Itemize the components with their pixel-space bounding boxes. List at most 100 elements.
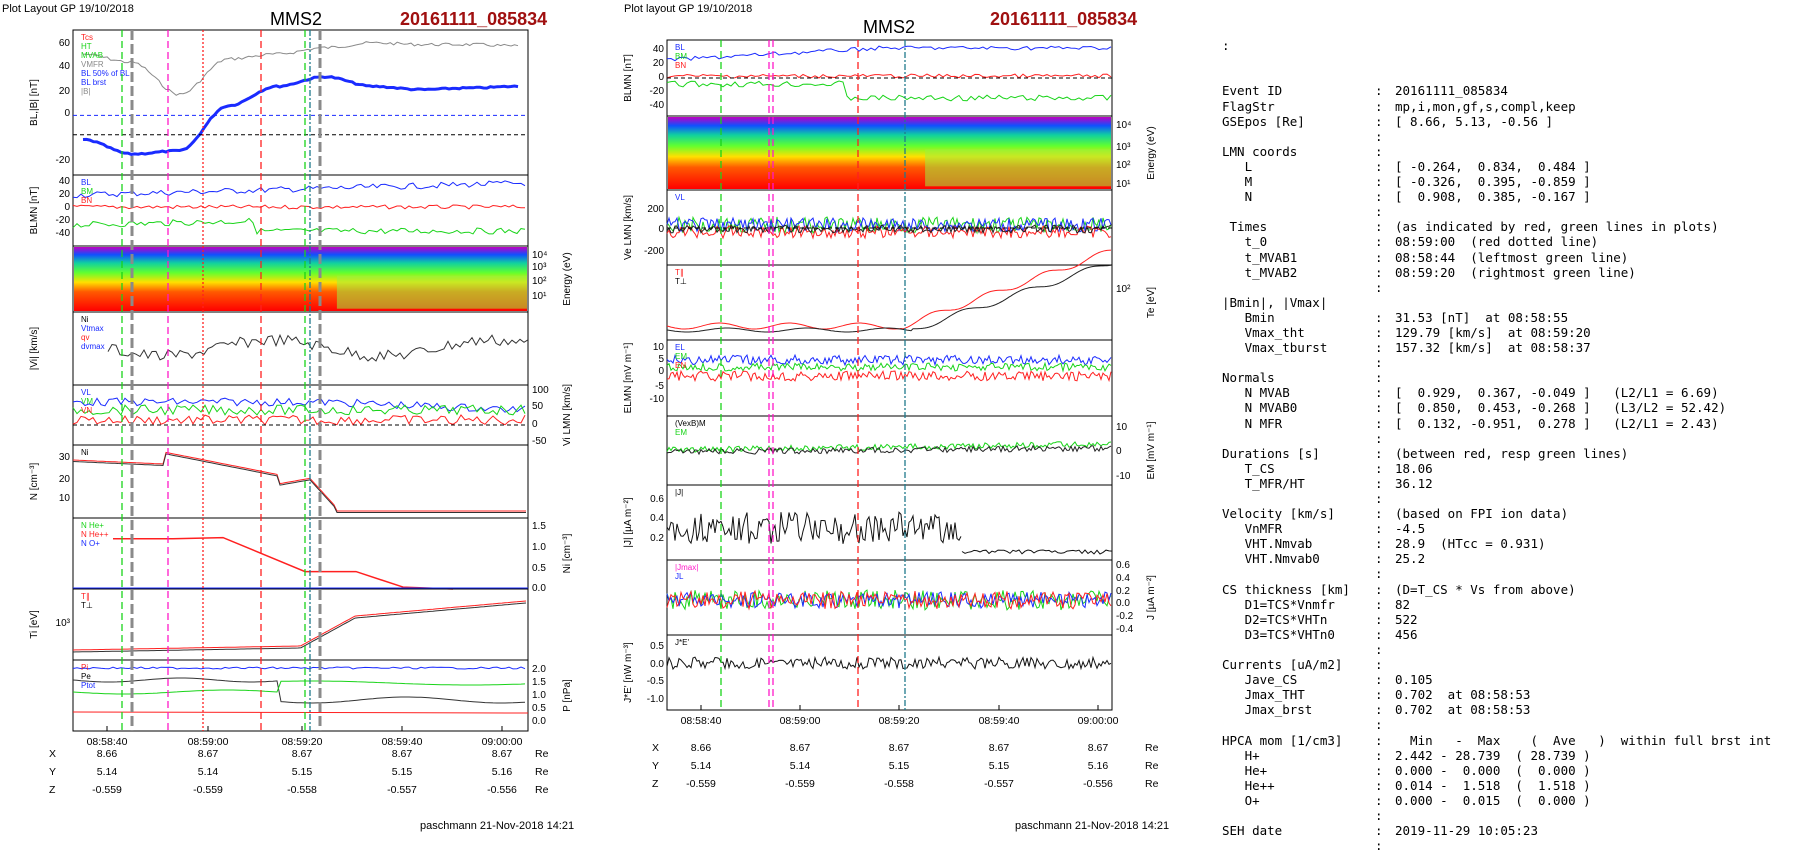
- ephemeris-value: 5.14: [790, 760, 811, 772]
- legend-entry: VL: [675, 193, 685, 202]
- text-line: L: [ -0.264, 0.834, 0.484 ]: [1222, 159, 1792, 174]
- y-tick-label: 10²: [532, 276, 547, 287]
- series-line-2: [666, 361, 1112, 373]
- series-line-2: [666, 590, 1112, 610]
- ephemeris-value: -0.558: [884, 778, 914, 790]
- y-axis-label: Energy (eV): [562, 252, 573, 305]
- right-panel-4: 10² Te [eV] T∥T⊥: [666, 249, 1157, 341]
- text-colon: :: [1375, 611, 1383, 627]
- y-tick-label: 0.6: [1116, 560, 1130, 571]
- ephemeris-value: 8.67: [1088, 742, 1109, 754]
- series-line-3: [72, 680, 526, 695]
- y-tick-label: -10: [1116, 471, 1131, 482]
- text-line: N MVAB: [ 0.929, 0.367, -0.049 ] (L2/L1 =…: [1222, 385, 1792, 400]
- y-axis-label: BL,|B| [nT]: [29, 79, 40, 126]
- series-line-3: [72, 217, 526, 235]
- ephemeris-label: X: [652, 742, 659, 754]
- ephemeris-value: -0.556: [1083, 778, 1113, 790]
- text-key: HPCA mom [1/cm3]: [1222, 732, 1343, 748]
- y-tick-label: -1.0: [647, 694, 665, 705]
- text-value: [ 0.132, -0.951, 0.278 ] (L2/L1 = 2.43): [1395, 415, 1719, 431]
- text-value: 0.702 at 08:58:53: [1395, 702, 1531, 718]
- right-event-id: 20161111_085834: [990, 9, 1137, 29]
- y-tick-label: -5: [655, 381, 664, 392]
- text-line: VnMFR: -4.5: [1222, 521, 1792, 536]
- y-tick-label: -0.2: [1116, 611, 1134, 622]
- y-tick-label: -200: [644, 246, 664, 257]
- y-axis-label: |Vi| [km/s]: [29, 327, 40, 371]
- text-key: T_MFR/HT: [1222, 475, 1305, 491]
- text-value: 20161111_085834: [1395, 83, 1508, 99]
- event-summary-text: : Event ID:20161111_085834 FlagStr: mp,i,m…: [1222, 8, 1792, 853]
- text-line: D3=TCS*VHTn0:456: [1222, 627, 1792, 642]
- series-line-1: [72, 666, 526, 670]
- ephemeris-value: 8.67: [292, 748, 313, 760]
- panel-frame: [72, 311, 529, 386]
- y-tick-label: 0: [658, 366, 664, 377]
- text-colon: :: [1375, 762, 1383, 778]
- y-tick-label: -20: [650, 86, 665, 97]
- y-tick-label: 0.2: [650, 533, 664, 544]
- text-value: 129.79 [km/s] at 08:59:20: [1395, 324, 1591, 340]
- spectrogram-cool-region: [336, 275, 527, 309]
- y-tick-label: 1.0: [532, 542, 546, 553]
- text-value: 08:59:20 (rightmost green line): [1395, 264, 1636, 280]
- text-key: Times: [1222, 219, 1268, 235]
- text-colon: :: [1375, 219, 1383, 235]
- text-key: N MVAB: [1222, 385, 1290, 401]
- text-value: 08:58:44 (leftmost green line): [1395, 249, 1629, 265]
- text-value: 456: [1395, 626, 1418, 642]
- text-value: 36.12: [1395, 475, 1433, 491]
- text-key: VHT.Nmvab0: [1222, 551, 1320, 567]
- text-line: Times: (as indicated by red, green lines …: [1222, 219, 1792, 234]
- text-value: [ -0.264, 0.834, 0.484 ]: [1395, 158, 1591, 174]
- y-axis-label: P [nPa]: [562, 679, 573, 712]
- text-line: T_CS:18.06: [1222, 461, 1792, 476]
- text-line: t_MVAB1:08:58:44 (leftmost green line): [1222, 250, 1792, 265]
- time-tick-label: 08:59:40: [979, 715, 1020, 727]
- y-axis-label: Energy (eV): [1146, 126, 1157, 179]
- text-key: VHT.Nmvab: [1222, 536, 1313, 552]
- text-value: 157.32 [km/s] at 08:58:37: [1395, 340, 1591, 356]
- series-line-2: [666, 264, 1112, 333]
- text-line: CS thickness [km]: (D=T_CS * Vs from abov…: [1222, 582, 1792, 597]
- right-panel-8: 0.6 0.4 0.20.0 -0.2 -0.4 J [µA m⁻²] |Jmax|JL: [666, 559, 1157, 636]
- series-line-1: [666, 45, 1112, 62]
- y-tick-label: -20: [56, 215, 71, 226]
- series-line-1: [107, 333, 529, 362]
- legend-entry: Pe: [81, 672, 91, 681]
- right-title: MMS2: [863, 17, 915, 37]
- text-line: He++:0.014 - 1.518 ( 1.518 ): [1222, 778, 1792, 793]
- y-tick-label: 30: [59, 452, 71, 463]
- y-axis-label: BLMN [nT]: [623, 54, 634, 102]
- legend-entry: BL brst: [81, 78, 107, 87]
- ephemeris-value: 5.15: [989, 760, 1010, 772]
- ephemeris-value: 5.16: [492, 766, 513, 778]
- legend-entry: VL: [81, 388, 91, 397]
- y-tick-label: 0.2: [1116, 586, 1130, 597]
- text-line: Jave_CS:0.105: [1222, 672, 1792, 687]
- text-value: 0.000 - 0.015 ( 0.000 ): [1395, 792, 1591, 808]
- text-key: CS thickness [km]: [1222, 581, 1350, 597]
- text-value: [ 0.908, 0.385, -0.167 ]: [1395, 189, 1591, 205]
- series-line-3: [666, 589, 1112, 611]
- y-tick-label: -10: [650, 394, 665, 405]
- panel-frame: [72, 174, 529, 247]
- legend-entry: (VexB)M: [675, 419, 706, 428]
- text-line: Bmin:31.53 [nT] at 08:58:55: [1222, 310, 1792, 325]
- y-tick-label: 0.4: [1116, 573, 1130, 584]
- y-tick-label: 0.5: [532, 703, 546, 714]
- y-tick-label: 60: [59, 38, 71, 49]
- text-colon: :: [1375, 838, 1383, 854]
- y-tick-label: 0.0: [532, 583, 546, 594]
- series-line-1: [72, 451, 526, 512]
- y-tick-label: 10: [1116, 422, 1128, 433]
- text-line: HPCA mom [1/cm3]: Min - Max ( Ave ) with…: [1222, 733, 1792, 748]
- text-key: N: [1222, 189, 1253, 205]
- series-line-1: [666, 441, 1112, 454]
- legend-entry: T∥: [675, 268, 684, 277]
- y-tick-label: 10³: [56, 618, 71, 629]
- y-tick-label: 0: [658, 224, 664, 235]
